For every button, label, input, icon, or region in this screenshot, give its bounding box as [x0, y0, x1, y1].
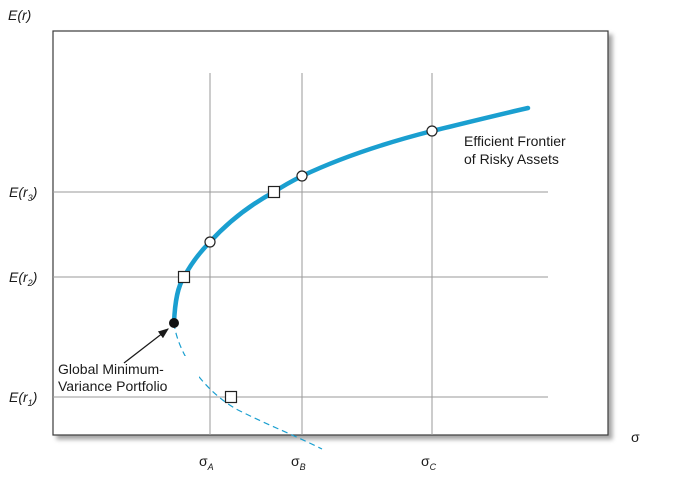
x-tick-label-sigma-b: σB	[291, 453, 306, 472]
efficient-portfolio-marker-a	[204, 236, 216, 248]
gmv-annotation: Global Minimum- Variance Portfolio	[58, 361, 168, 394]
efficient-frontier-annotation: Efficient Frontier of Risky Assets	[464, 133, 570, 167]
min-variance-marker-er3	[267, 185, 281, 199]
x-tick-label-sigma-c: σC	[421, 453, 437, 472]
y-axis-label: E(r)	[8, 7, 31, 23]
gmv-pointer-arrow	[123, 328, 169, 364]
min-variance-marker-er2	[177, 270, 191, 284]
y-tick-label-er1: E(r1)	[9, 389, 37, 408]
x-axis-label: σ	[631, 429, 640, 445]
min-variance-marker-er1	[224, 390, 238, 404]
efficient-portfolio-marker-c	[426, 125, 438, 137]
efficient-portfolio-marker-b	[296, 170, 308, 182]
global-minimum-variance-point	[169, 318, 179, 328]
inefficient-frontier-curve	[173, 322, 323, 450]
y-tick-label-er2: E(r2)	[9, 269, 37, 288]
x-tick-label-sigma-a: σA	[199, 453, 214, 472]
y-tick-label-er3: E(r3)	[9, 184, 37, 203]
gmv-label-backdrop	[57, 356, 199, 396]
